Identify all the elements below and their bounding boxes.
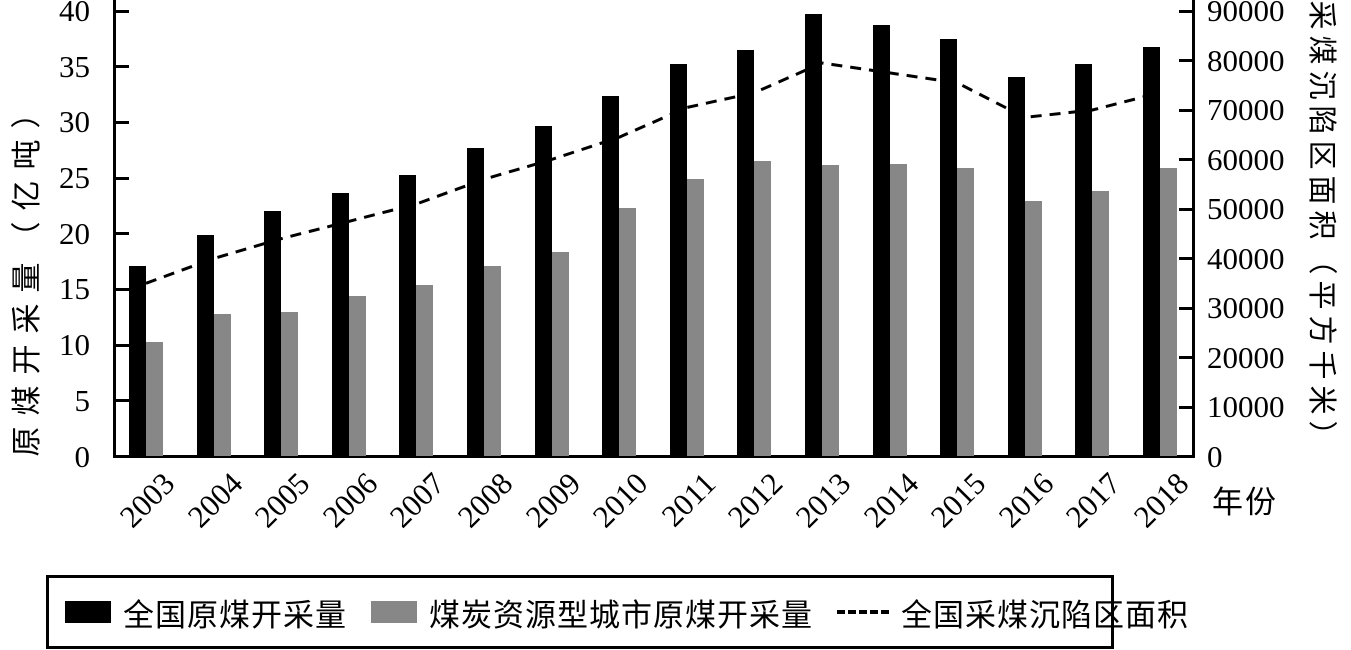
left-axis-tick (116, 9, 129, 13)
bar-national-2014 (872, 25, 890, 457)
right-axis-tick (1179, 405, 1192, 409)
right-axis-tick (1179, 9, 1192, 13)
bar-city-2018 (1160, 168, 1177, 457)
left-axis-tick (116, 120, 129, 124)
legend-label: 全国采煤沉陷区面积 (901, 597, 1189, 633)
bar-national-2007 (399, 174, 417, 457)
left-axis-tick-label: 30 (59, 104, 90, 140)
left-axis-tick (116, 287, 129, 291)
right-axis-tick (1179, 158, 1192, 161)
right-axis-tick (1179, 108, 1192, 112)
left-axis-tick (116, 176, 129, 180)
right-axis-tick-label: 60000 (1207, 141, 1285, 177)
right-axis-tick (1179, 356, 1192, 359)
bar-national-2006 (331, 192, 349, 457)
right-axis-tick (1179, 257, 1192, 260)
bar-city-2015 (957, 168, 975, 457)
left-axis-tick (116, 65, 129, 69)
left-axis-tick-label: 20 (59, 215, 90, 251)
bar-city-2011 (686, 179, 704, 457)
bar-city-2005 (281, 311, 299, 457)
legend-item-city-output: 煤炭资源型城市原煤开采量 (371, 590, 813, 635)
bar-national-2009 (534, 125, 552, 457)
bar-city-2017 (1092, 191, 1110, 457)
right-axis-tick-label: 20000 (1207, 339, 1285, 375)
left-axis-tick (116, 343, 129, 347)
right-axis-tick-label: 80000 (1207, 42, 1285, 78)
bar-city-2016 (1024, 201, 1042, 457)
right-axis-tick (1179, 207, 1192, 211)
bar-city-2009 (551, 251, 569, 457)
bar-city-2010 (619, 208, 637, 457)
x-axis-line (113, 455, 1195, 458)
left-axis-tick (116, 399, 129, 403)
bar-national-2005 (264, 211, 282, 457)
legend-label: 全国原煤开采量 (123, 597, 347, 633)
bar-national-2011 (669, 64, 687, 457)
right-axis-tick (1179, 455, 1192, 458)
right-axis-tick (1179, 59, 1192, 62)
bar-city-2012 (754, 161, 772, 457)
right-axis-line (1192, 0, 1195, 458)
legend-item-subsidence-area: 全国采煤沉陷区面积 (837, 590, 1189, 635)
bar-national-2012 (737, 49, 755, 457)
right-axis-tick-label: 10000 (1207, 389, 1285, 424)
legend-label: 煤炭资源型城市原煤开采量 (429, 597, 813, 633)
bar-national-2004 (196, 234, 214, 457)
left-axis-tick-label: 15 (59, 271, 90, 307)
legend-item-national-output: 全国原煤开采量 (65, 590, 347, 635)
bar-city-2007 (416, 284, 434, 457)
bar-national-2017 (1075, 64, 1093, 457)
bar-national-2018 (1143, 46, 1160, 457)
left-axis-tick-label: 5 (74, 382, 91, 418)
subsidence-area-dashed-line (145, 61, 1161, 285)
right-axis-tick-label: 90000 (1207, 0, 1285, 28)
right-axis-tick-label: 50000 (1207, 191, 1285, 226)
x-axis-title: 年份 (1212, 485, 1278, 520)
right-axis-tick-label: 40000 (1207, 240, 1285, 276)
bar-city-2003 (146, 341, 163, 457)
left-axis-tick-label: 10 (59, 327, 90, 363)
right-axis-tick-label: 0 (1207, 438, 1223, 474)
bar-national-2016 (1007, 76, 1025, 457)
left-axis-tick (116, 232, 129, 236)
bar-city-2013 (822, 164, 839, 457)
bar-city-2004 (213, 313, 231, 457)
gray-bar-swatch-icon (371, 601, 417, 623)
bar-national-2003 (129, 266, 146, 457)
bar-city-2006 (348, 296, 366, 457)
bar-national-2008 (467, 147, 484, 457)
left-axis-tick-label: 35 (59, 48, 90, 84)
bar-national-2010 (602, 95, 620, 457)
left-axis-tick (116, 455, 129, 458)
right-axis-tick-label: 30000 (1207, 290, 1285, 325)
legend-box: 全国原煤开采量 煤炭资源型城市原煤开采量 全国采煤沉陷区面积 (46, 575, 1188, 649)
left-axis-tick-label: 0 (74, 438, 91, 474)
left-axis-tick-label: 40 (59, 0, 90, 28)
black-bar-swatch-icon (65, 601, 111, 623)
right-axis-tick-label: 70000 (1207, 92, 1285, 127)
left-axis-line (113, 0, 116, 458)
bar-city-2008 (484, 266, 501, 457)
dashed-line-swatch-icon (837, 610, 889, 614)
right-axis-tick (1179, 306, 1192, 310)
left-axis-tick-label: 25 (59, 160, 90, 196)
bar-city-2014 (889, 163, 907, 457)
bar-national-2015 (940, 38, 958, 457)
bar-national-2013 (805, 14, 822, 457)
